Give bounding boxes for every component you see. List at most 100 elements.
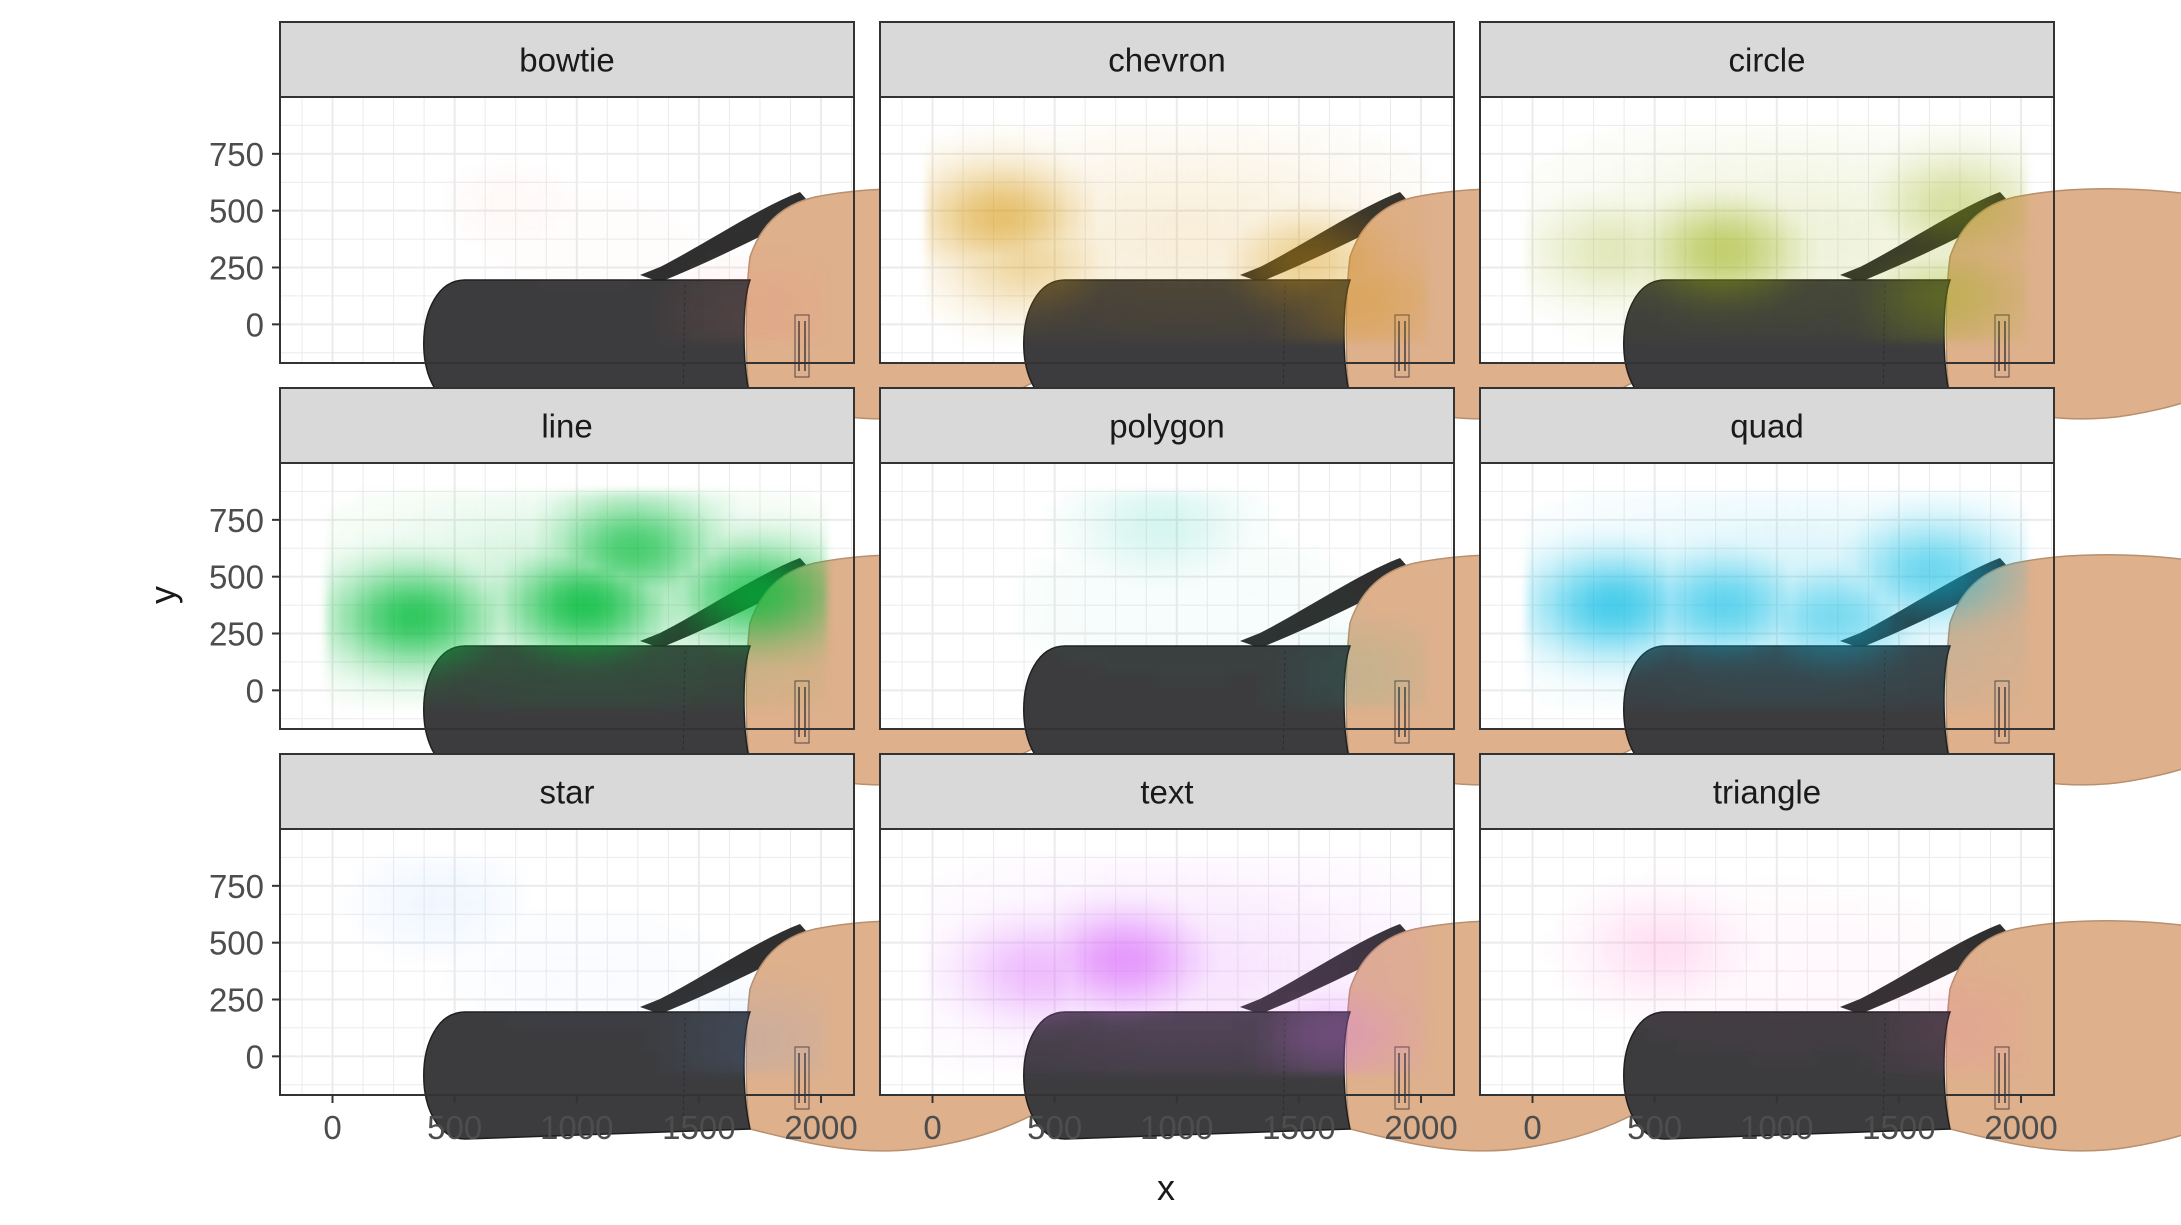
heatmap-tile	[926, 959, 943, 972]
heatmap-tile	[629, 570, 645, 583]
heatmap-tile	[326, 503, 342, 515]
heatmap-tile	[1244, 503, 1260, 515]
heatmap-tile	[1738, 318, 1755, 331]
heatmap-tile	[1214, 227, 1230, 240]
heatmap-tile	[1572, 330, 1588, 342]
heatmap-tile	[1889, 330, 1906, 342]
heatmap-tile	[1002, 250, 1018, 263]
heatmap-tile	[371, 593, 388, 606]
heatmap-tile	[1783, 639, 1800, 652]
heatmap-tile	[1829, 548, 1845, 561]
heatmap-tile	[1693, 125, 1709, 137]
heatmap-tile	[1920, 684, 1936, 697]
heatmap-tile	[1108, 616, 1124, 628]
heatmap-tile	[1077, 1050, 1094, 1063]
heatmap-tile	[1844, 514, 1861, 527]
heatmap-tile	[1738, 696, 1755, 708]
heatmap-tile	[614, 525, 630, 538]
heatmap-tile	[1183, 193, 1200, 206]
heatmap-tile	[1647, 261, 1664, 274]
y-tick-label: 750	[209, 136, 264, 173]
heatmap-tile	[1017, 869, 1033, 881]
heatmap-tile	[1260, 662, 1276, 674]
heatmap-tile	[1738, 971, 1755, 983]
heatmap-tile	[1874, 204, 1891, 217]
heatmap-tile	[1905, 914, 1921, 926]
heatmap-tile	[1032, 560, 1048, 572]
heatmap-tile	[926, 892, 942, 904]
heatmap-tile	[1708, 307, 1724, 320]
heatmap-tile	[462, 605, 479, 617]
heatmap-tile	[1814, 1005, 1830, 1017]
heatmap-tile	[2011, 1016, 2027, 1029]
heatmap-tile	[1905, 273, 1921, 286]
heatmap-tile	[644, 926, 660, 938]
heatmap-tile	[659, 616, 676, 629]
heatmap-tile	[956, 227, 973, 240]
heatmap-tile	[356, 616, 373, 629]
heatmap-tile	[1632, 993, 1649, 1006]
heatmap-tile	[1995, 136, 2012, 149]
heatmap-tile	[1183, 525, 1200, 538]
heatmap-tile	[1920, 273, 1936, 286]
heatmap-tile	[508, 960, 524, 972]
heatmap-tile	[1980, 330, 1997, 342]
heatmap-tile	[1829, 948, 1845, 961]
heatmap-tile	[659, 593, 676, 606]
heatmap-tile	[1047, 1039, 1064, 1052]
heatmap-tile	[1814, 227, 1830, 240]
heatmap-tile	[1723, 514, 1739, 527]
heatmap-tile	[1381, 880, 1397, 892]
heatmap-tile	[1275, 537, 1291, 549]
heatmap-tile	[1062, 936, 1079, 949]
heatmap-tile	[386, 514, 403, 527]
heatmap-tile	[1411, 1039, 1427, 1052]
heatmap-tile	[1542, 182, 1558, 194]
heatmap-tile	[956, 925, 973, 938]
heatmap-tile	[956, 148, 973, 161]
heatmap-tile	[1138, 594, 1154, 606]
heatmap-tile	[1214, 216, 1230, 229]
heatmap-tile	[1768, 982, 1785, 995]
heatmap-tile	[1289, 1050, 1306, 1063]
heatmap-tile	[1860, 1039, 1876, 1051]
heatmap-tile	[1305, 936, 1321, 949]
heatmap-tile	[477, 880, 494, 893]
heatmap-tile	[1890, 914, 1906, 926]
heatmap-tile	[1965, 216, 1982, 229]
heatmap-tile	[341, 582, 358, 595]
heatmap-tile	[1244, 925, 1261, 938]
heatmap-tile	[1935, 673, 1951, 686]
heatmap-tile	[1950, 1016, 1967, 1029]
heatmap-tile	[1320, 239, 1336, 251]
heatmap-tile	[1874, 250, 1891, 263]
heatmap-tile	[1092, 948, 1109, 961]
heatmap-tile	[735, 582, 751, 595]
heatmap-tile	[1753, 684, 1770, 697]
heatmap-tile	[1411, 936, 1427, 949]
heatmap-tile	[811, 982, 827, 994]
x-tick-label: 0	[1523, 1109, 1541, 1146]
heatmap-tile	[569, 273, 585, 285]
heatmap-tile	[750, 502, 767, 515]
heatmap-tile	[1063, 582, 1079, 594]
heatmap-tile	[1077, 993, 1094, 1006]
heatmap-tile	[811, 262, 827, 274]
heatmap-tile	[1905, 170, 1921, 183]
heatmap-tile	[1244, 651, 1260, 663]
heatmap-tile	[371, 525, 388, 538]
heatmap-tile	[1677, 182, 1694, 195]
heatmap-tile	[1723, 125, 1739, 137]
heatmap-tile	[971, 1016, 988, 1029]
heatmap-tile	[1935, 684, 1951, 697]
heatmap-tile	[735, 295, 751, 308]
heatmap-tile	[972, 330, 988, 342]
heatmap-tile	[971, 284, 988, 297]
heatmap-tile	[554, 982, 570, 994]
heatmap-tile	[1829, 318, 1845, 331]
heatmap-tile	[1335, 1027, 1351, 1040]
heatmap-tile	[1602, 605, 1618, 617]
heatmap-tile	[1798, 182, 1815, 195]
heatmap-tile	[462, 891, 479, 904]
heatmap-tile	[1199, 662, 1215, 674]
